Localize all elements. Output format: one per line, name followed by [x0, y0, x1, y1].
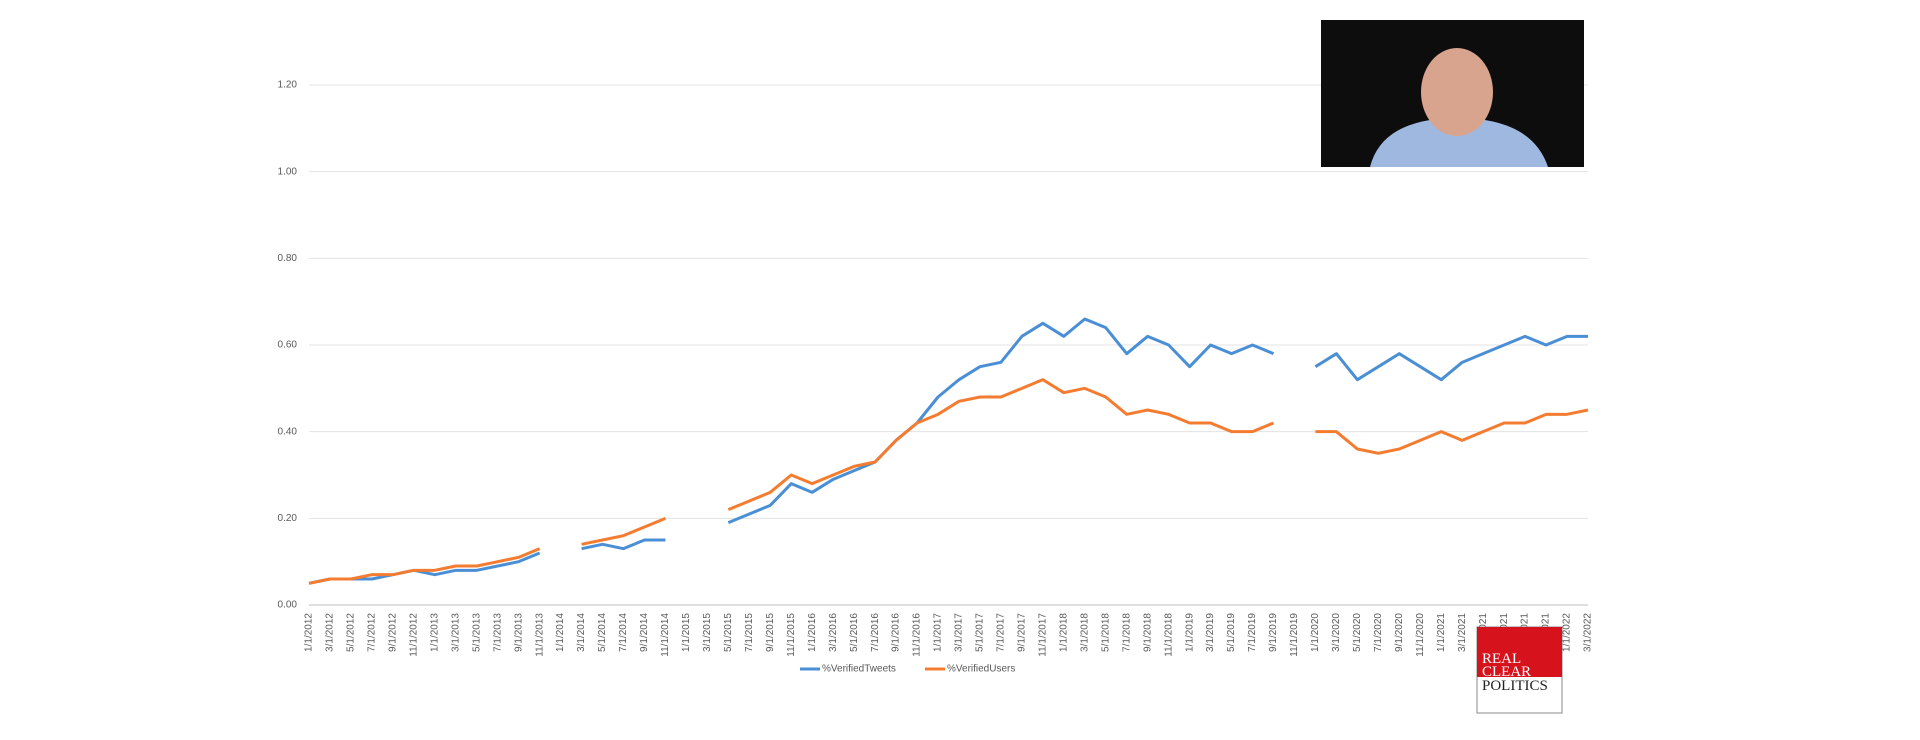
x-tick-label: 9/1/2015	[765, 613, 776, 652]
y-tick-label: 0.80	[278, 253, 298, 264]
x-tick-label: 9/1/2016	[891, 613, 902, 652]
x-tick-label: 3/1/2019	[1205, 613, 1216, 652]
logo: REAL CLEAR POLITICS	[1476, 626, 1563, 714]
x-tick-label: 1/1/2014	[555, 613, 566, 652]
x-tick-label: 11/1/2020	[1415, 613, 1426, 657]
x-tick-label: 7/1/2017	[996, 613, 1007, 652]
x-tick-label: 1/1/2022	[1562, 613, 1573, 652]
series-line	[308, 547, 541, 585]
x-tick-label: 5/1/2014	[597, 613, 608, 652]
series-line	[581, 538, 666, 551]
x-tick-label: 1/1/2018	[1058, 613, 1069, 652]
logo-text: REAL	[1482, 651, 1521, 667]
x-tick-label: 1/1/2021	[1436, 613, 1447, 652]
x-tick-label: 3/1/2016	[828, 613, 839, 652]
series-line	[727, 317, 1275, 525]
x-tick-label: 7/1/2014	[618, 613, 629, 652]
series-line	[581, 516, 667, 546]
x-tick-label: 3/1/2022	[1583, 613, 1594, 652]
y-tick-label: 1.00	[278, 166, 298, 177]
x-tick-label: 11/1/2016	[912, 613, 923, 657]
x-tick-label: 7/1/2013	[492, 613, 503, 652]
series-line	[1315, 408, 1589, 455]
y-tick-label: 0.40	[278, 426, 298, 437]
series-line	[727, 378, 1275, 512]
x-tick-label: 1/1/2015	[681, 613, 692, 652]
x-tick-label: 5/1/2020	[1352, 613, 1363, 652]
plot: 0.00 0.20 0.40 0.60 0.80 1.00 1.20 1/1/2012 3/1/…	[278, 80, 1594, 675]
x-tick-label: 1/1/2013	[429, 613, 440, 652]
presenter-head	[1421, 48, 1493, 136]
x-tick-label: 5/1/2013	[471, 613, 482, 652]
y-tick-label: 0.20	[278, 513, 298, 524]
video-overlay	[1321, 20, 1584, 167]
x-tick-label: 5/1/2019	[1226, 613, 1237, 652]
x-tick-label: 1/1/2016	[807, 613, 818, 652]
x-tick-label: 5/1/2016	[849, 613, 860, 652]
x-tick-label: 3/1/2017	[954, 613, 965, 652]
x-tick-label: 9/1/2019	[1268, 613, 1279, 652]
legend-label: %VerifiedUsers	[947, 664, 1015, 675]
x-tick-label: 1/1/2019	[1184, 613, 1195, 652]
x-tick-label: 11/1/2014	[660, 613, 671, 657]
x-tick-label: 7/1/2016	[870, 613, 881, 652]
legend-label: %VerifiedTweets	[822, 664, 896, 675]
x-tick-label: 7/1/2015	[744, 613, 755, 652]
x-tick-label: 11/1/2013	[534, 613, 545, 657]
logo-text: POLITICS	[1482, 678, 1548, 694]
logo-red	[1477, 627, 1562, 677]
x-tick-label: 3/1/2014	[576, 613, 587, 652]
x-tick-label: 1/1/2020	[1310, 613, 1321, 652]
x-tick-label: 3/1/2012	[325, 613, 336, 652]
x-tick-label: 11/1/2015	[786, 613, 797, 657]
x-tick-label: 5/1/2017	[975, 613, 986, 652]
x-tick-label: 1/1/2017	[933, 613, 944, 652]
x-tick-label: 7/1/2019	[1247, 613, 1258, 652]
x-tick-label: 9/1/2012	[388, 613, 399, 652]
x-tick-label: 11/1/2018	[1163, 613, 1174, 657]
x-tick-label: 9/1/2018	[1142, 613, 1153, 652]
y-tick-label: 1.20	[278, 80, 298, 91]
x-tick-label: 5/1/2018	[1100, 613, 1111, 652]
presenter-body	[1370, 120, 1548, 167]
x-tick-label: 3/1/2021	[1457, 613, 1468, 652]
x-tick-label: 1/1/2012	[304, 613, 315, 652]
x-tick-label: 11/1/2012	[408, 613, 419, 657]
x-tick-label: 9/1/2020	[1394, 613, 1405, 652]
x-tick-label: 7/1/2012	[367, 613, 378, 652]
x-tick-label: 3/1/2013	[450, 613, 461, 652]
y-tick-label: 0.60	[278, 340, 298, 351]
x-tick-label: 9/1/2013	[513, 613, 524, 652]
x-tick-label: 7/1/2020	[1373, 613, 1384, 652]
y-tick-label: 0.00	[278, 600, 298, 611]
x-tick-label: 3/1/2018	[1079, 613, 1090, 652]
series-line	[1314, 334, 1588, 382]
x-tick-label: 7/1/2018	[1121, 613, 1132, 652]
x-tick-label: 11/1/2019	[1289, 613, 1300, 657]
logo-text: CLEAR	[1482, 664, 1531, 680]
x-tick-label: 3/1/2015	[702, 613, 713, 652]
x-tick-label: 9/1/2017	[1017, 613, 1028, 652]
x-tick-label: 3/1/2020	[1331, 613, 1342, 652]
x-tick-label: 9/1/2014	[639, 613, 650, 652]
x-tick-label: 5/1/2012	[346, 613, 357, 652]
x-tick-label: 5/1/2015	[723, 613, 734, 652]
x-tick-label: 11/1/2017	[1037, 613, 1048, 657]
